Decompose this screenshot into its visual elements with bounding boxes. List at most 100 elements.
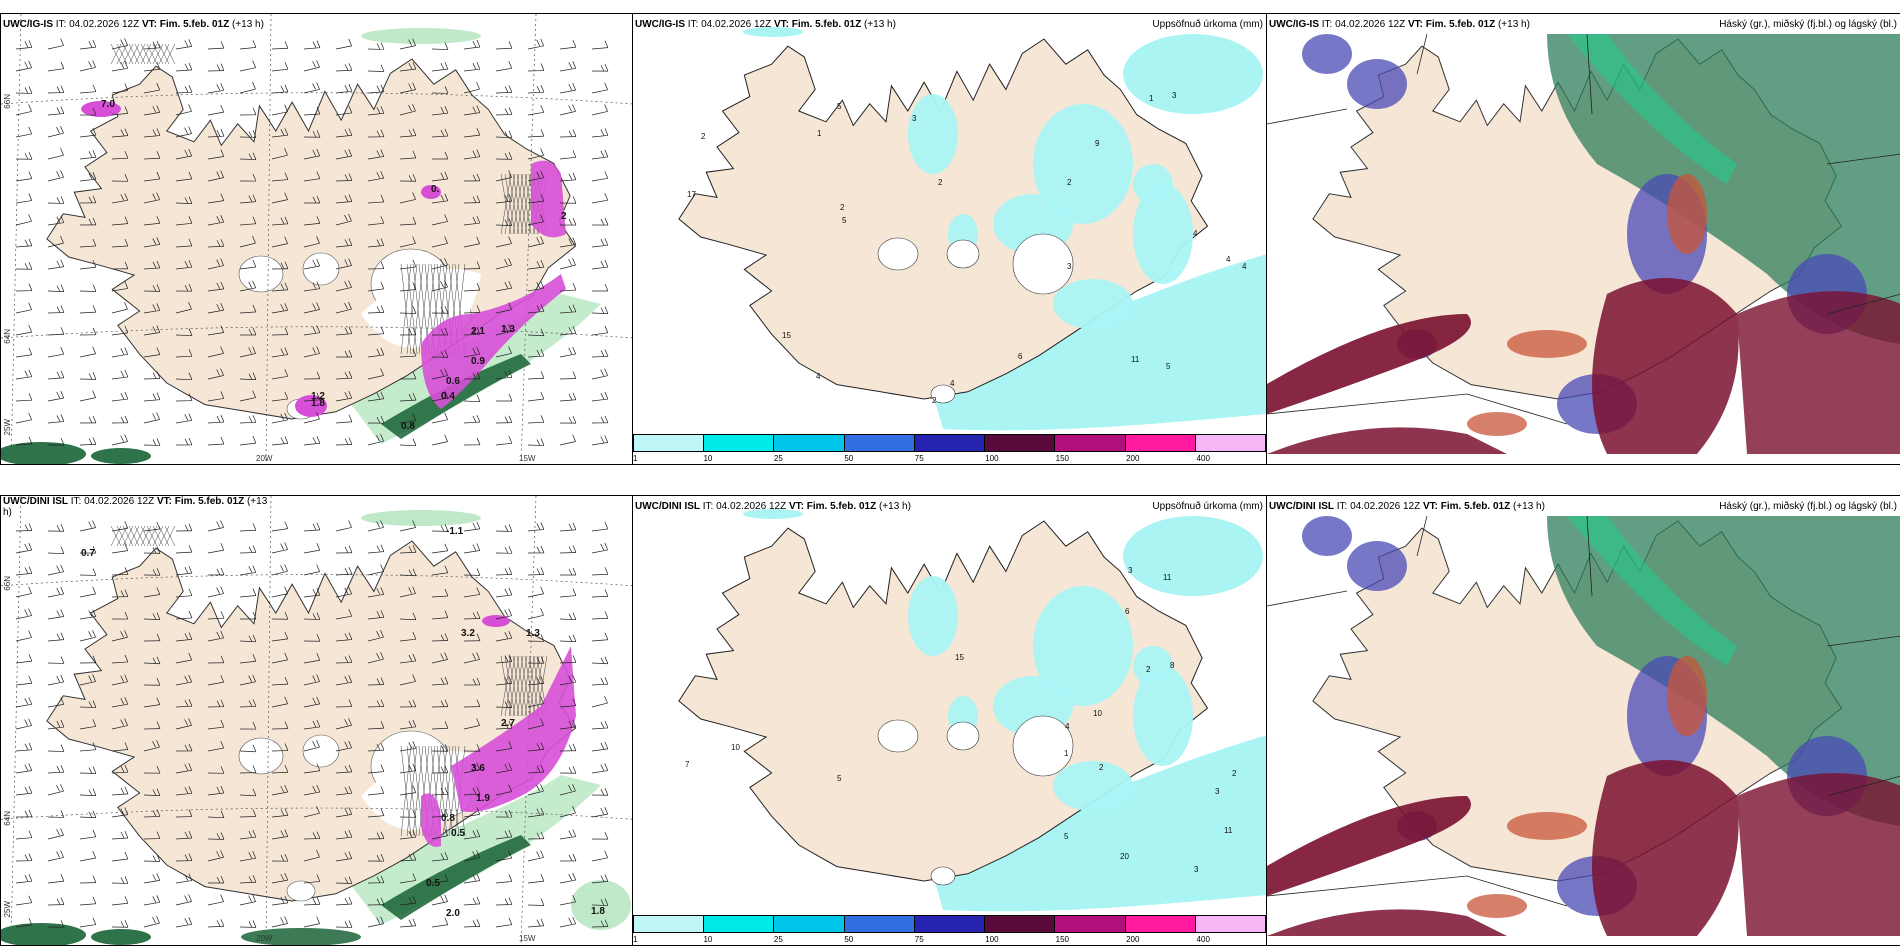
legend-swatch xyxy=(704,435,775,451)
precip-value: 4 xyxy=(1226,255,1231,264)
value-labels: 7.0 0. 1.8 2.1 1.3 0.9 0.6 0.4 0.8 1.2 2 xyxy=(101,99,567,432)
value-label: 1.8 xyxy=(591,906,605,917)
precip-value: 5 xyxy=(837,774,842,783)
legend-tick: 25 xyxy=(773,935,783,944)
legend-swatch xyxy=(774,435,845,451)
legend-tick: 200 xyxy=(1126,935,1140,944)
precip-value: 2 xyxy=(932,396,937,405)
glacier-areas xyxy=(877,715,1074,886)
panel-bottom-left: UWC/DINI ISL IT: 04.02.2026 12Z VT: Fim.… xyxy=(0,495,634,946)
glacier-areas xyxy=(877,233,1074,404)
precip-value: 2 xyxy=(938,178,943,187)
precip-legend: 1 10 25 50 75 100 150 200 400 xyxy=(633,434,1267,464)
precip-legend: 1 10 25 50 75 100 150 200 400 xyxy=(633,915,1267,945)
value-label: 1.9 xyxy=(476,793,490,804)
precip-value: 3 xyxy=(1172,91,1177,100)
legend-tick: 1 xyxy=(633,935,638,944)
legend-swatch xyxy=(985,435,1056,451)
precip-value: 6 xyxy=(1018,352,1023,361)
legend-tick: 100 xyxy=(985,454,999,463)
snow-shading xyxy=(81,101,566,417)
precip-land-shading xyxy=(908,576,1193,811)
legend-swatch xyxy=(844,916,915,932)
precip-value: 15 xyxy=(782,331,791,340)
lon-label-20w: 20W xyxy=(256,934,273,943)
map-precip: 2 1 2 4 1 2 3 5 3 4 4 5 9 15 17 4 2 3 5 6 11 4 2 xyxy=(678,27,1267,431)
value-label: 7.0 xyxy=(101,99,115,110)
panel-subtitle: Uppsöfnuð úrkoma (mm) xyxy=(1152,501,1263,512)
value-label: -1.1 xyxy=(446,526,464,537)
panel-title: UWC/IG-IS IT: 04.02.2026 12Z VT: Fim. 5.… xyxy=(635,19,896,30)
legend-tick: 10 xyxy=(703,454,713,463)
cloud-shading xyxy=(1267,34,1900,454)
legend-swatch xyxy=(1195,916,1266,932)
value-labels: 0.7 -1.1 3.2 1.3 2.7 3.6 1.9 0.8 0.5 0.5 2.0 1.8 xyxy=(81,526,605,919)
value-label: 0.8 xyxy=(441,813,455,824)
legend-tick: 10 xyxy=(703,935,713,944)
value-label: 2.0 xyxy=(446,908,460,919)
panel-subtitle: Uppsöfnuð úrkoma (mm) xyxy=(1152,19,1263,30)
value-label: 3.6 xyxy=(471,763,485,774)
value-label: 1.3 xyxy=(526,628,540,639)
precip-sea-shading xyxy=(743,27,1267,431)
legend-tick: 100 xyxy=(985,935,999,944)
legend-tick: 150 xyxy=(1055,454,1070,463)
legend-swatch xyxy=(1125,435,1196,451)
value-label: 2.1 xyxy=(471,326,485,337)
value-label: 0.4 xyxy=(441,391,455,402)
legend-tick: 150 xyxy=(1055,935,1070,944)
legend-tick: 50 xyxy=(844,935,854,944)
panel-top-right: UWC/IG-IS IT: 04.02.2026 12Z VT: Fim. 5.… xyxy=(1266,13,1900,465)
precip-value: 4 xyxy=(1193,229,1198,238)
panel-top-middle: UWC/IG-IS IT: 04.02.2026 12Z VT: Fim. 5.… xyxy=(632,13,1268,465)
panel-title: UWC/DINI ISL IT: 04.02.2026 12Z VT: Fim.… xyxy=(3,496,268,518)
precip-value: 17 xyxy=(687,190,696,199)
value-label: 3.2 xyxy=(461,628,475,639)
precip-value: 2 xyxy=(840,203,845,212)
precip-value: 10 xyxy=(731,743,740,752)
lat-label-64n: 64N xyxy=(3,811,12,826)
precip-value: 11 xyxy=(1224,826,1233,835)
region-lines xyxy=(1267,515,1900,907)
precip-value: 10 xyxy=(1093,709,1102,718)
legend-tick: 200 xyxy=(1126,454,1140,463)
precip-value: 1 xyxy=(1149,94,1154,103)
precip-value: 3 xyxy=(1215,787,1220,796)
value-label: 0.7 xyxy=(81,548,95,559)
legend-swatch xyxy=(1195,435,1266,451)
legend-colorbar xyxy=(633,434,1267,452)
precip-value: 2 xyxy=(1099,763,1104,772)
legend-swatch xyxy=(914,916,986,932)
legend-swatch xyxy=(634,916,705,932)
value-label: 0. xyxy=(431,184,440,195)
precip-sea-shading xyxy=(743,509,1267,912)
precip-value: 4 xyxy=(950,379,955,388)
panel-subtitle: Háský (gr.), miðský (fj.bl.) og lágský (… xyxy=(1719,501,1897,512)
value-label: 1.3 xyxy=(501,324,515,335)
snow-shading xyxy=(421,615,576,847)
panel-bottom-right: UWC/DINI ISL IT: 04.02.2026 12Z VT: Fim.… xyxy=(1266,495,1900,946)
precip-value: 4 xyxy=(1242,262,1247,271)
precip-value: 11 xyxy=(1163,573,1172,582)
legend-swatch xyxy=(634,435,705,451)
legend-swatch xyxy=(985,916,1056,932)
value-label: 0.5 xyxy=(451,828,465,839)
value-label: 0.5 xyxy=(426,878,440,889)
legend-tick: 75 xyxy=(914,454,924,463)
panel-subtitle: Háský (gr.), miðský (fj.bl.) og lágský (… xyxy=(1719,19,1897,30)
panel-title: UWC/IG-IS IT: 04.02.2026 12Z VT: Fim. 5.… xyxy=(1269,19,1530,30)
value-label: 2.7 xyxy=(501,718,515,729)
panel-title: UWC/DINI ISL IT: 04.02.2026 12Z VT: Fim.… xyxy=(635,501,911,512)
legend-colorbar xyxy=(633,915,1267,933)
precip-value: 2 xyxy=(1232,769,1237,778)
precip-value: 1 xyxy=(1064,749,1069,758)
legend-tick: 25 xyxy=(773,454,783,463)
precip-value: 5 xyxy=(837,102,842,111)
precip-value: 11 xyxy=(1131,355,1140,364)
value-label: 1.8 xyxy=(311,398,325,409)
lat-label-64n: 64N xyxy=(3,329,12,344)
legend-swatch xyxy=(1055,916,1126,932)
precip-value: 9 xyxy=(1095,139,1100,148)
lon-label-15w: 15W xyxy=(519,934,536,943)
precip-value: 2 xyxy=(1146,665,1151,674)
